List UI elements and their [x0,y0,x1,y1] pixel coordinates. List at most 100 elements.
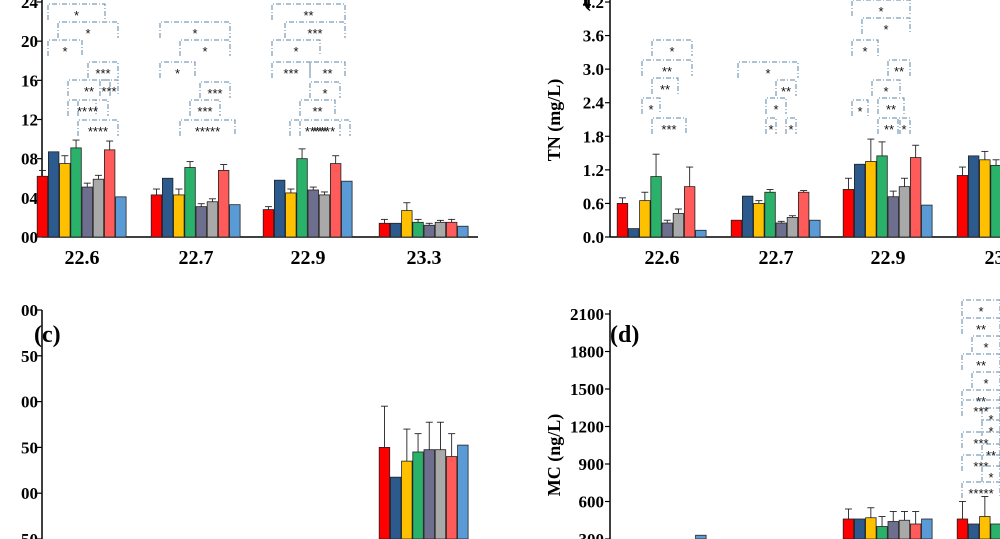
bar [639,200,651,238]
significance-bracket [199,81,231,98]
significance-label: * [862,44,867,59]
bar [184,167,196,238]
bar [36,175,49,238]
bar [921,204,933,238]
bar [798,191,810,238]
panel-d-chart: 3006009001200150018002100MC (ng/L)******… [544,299,1000,539]
significance-label: ** [781,84,791,99]
significance-bracket [961,389,1000,406]
significance-label: *** [973,436,988,451]
bar [979,159,991,238]
significance-label: ** [660,82,670,97]
significance-bracket [877,97,905,114]
panel-d-label: (d) [610,322,639,348]
significance-label: ** [886,102,896,117]
bar [628,228,640,238]
significance-label: * [768,122,773,137]
y-tick-label: 00 [21,484,38,503]
significance-label: * [322,86,327,101]
significance-bracket [961,317,1000,334]
significance-label: * [857,104,862,119]
bar [401,210,413,238]
bar [742,195,754,238]
bar [695,229,707,238]
significance-label: * [648,102,653,117]
y-tick-label: 50 [21,347,38,366]
bar [865,161,877,238]
bar [412,451,424,539]
significance-label: * [74,8,79,23]
significance-label: **** [88,124,108,139]
significance-bracket [887,59,911,76]
x-tick-label: 22.7 [759,247,794,269]
significance-label: * [85,26,90,41]
x-tick-label: 23.3 [985,247,1000,269]
bar [48,151,60,238]
y-tick-label: 900 [579,455,605,474]
y-tick-label: 300 [579,530,605,539]
significance-bracket [299,99,336,116]
significance-bracket [785,117,797,134]
bar [434,449,447,539]
bar [887,521,899,539]
y-tick-label: 1500 [570,380,604,399]
significance-bracket [877,117,901,134]
significance-label: * [175,66,180,81]
significance-bracket [651,117,687,134]
significance-label: *** [197,104,212,119]
significance-bracket [47,3,106,20]
bar [898,186,911,238]
bar [161,177,174,238]
bar [59,163,71,238]
bar [854,518,866,539]
bar [81,186,93,238]
y-tick-label: 1200 [570,418,604,437]
significance-bracket [189,99,221,116]
significance-bracket [861,17,911,34]
significance-bracket [159,21,231,38]
bar [968,523,980,539]
bar [262,209,275,238]
bar [695,534,707,539]
x-tick-label: 23.3 [407,247,442,269]
bar [842,518,855,539]
significance-bracket [961,299,1000,316]
significance-label: ***** [968,486,993,501]
bar [753,203,765,238]
bar [887,196,899,238]
bar [434,221,447,238]
significance-bracket [57,21,119,38]
significance-label: * [978,304,983,319]
significance-label: ** [303,8,313,23]
bar [865,517,877,539]
significance-bracket [765,117,777,134]
bar [273,179,286,238]
bar [412,221,424,238]
significance-label: ****** [305,124,335,139]
significance-label: *** [661,122,676,137]
significance-label: * [669,44,674,59]
significance-label: *** [312,124,327,139]
significance-bracket [651,39,693,56]
significance-bracket [179,39,231,56]
bar [329,163,342,238]
bar [876,526,888,539]
y-tick-label: 50 [21,438,38,457]
panel-c-label: (c) [34,322,61,348]
significance-label: ** [84,84,94,99]
significance-label: ** [976,358,986,373]
significance-label: ** [312,104,322,119]
bar [229,204,241,238]
significance-bracket [87,61,119,78]
bar [217,170,230,238]
bar [910,157,922,238]
significance-bracket [961,481,1000,498]
significance-label: * [765,66,770,81]
bar [910,523,922,539]
y-tick-label: 00 [21,393,38,412]
significance-label: * [62,44,67,59]
significance-bracket [981,407,1000,424]
bar [104,149,116,238]
bar [956,518,969,539]
